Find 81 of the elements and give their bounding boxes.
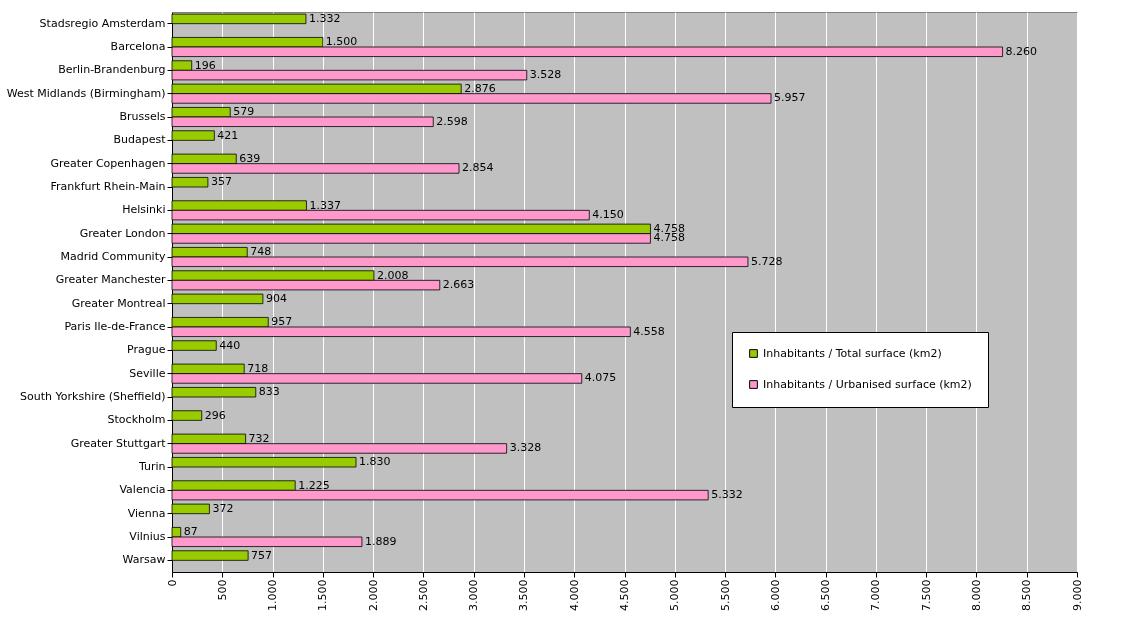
y-tick-label: Greater Manchester xyxy=(55,273,166,287)
y-tick-label: Helsinki xyxy=(122,203,166,217)
x-tick-label: 5.000 xyxy=(668,579,682,611)
legend-label: Inhabitants / Urbanised surface (km2) xyxy=(763,377,972,391)
data-label: 833 xyxy=(258,385,280,399)
data-label: 8.260 xyxy=(1005,44,1038,58)
data-label: 732 xyxy=(248,431,270,445)
x-tick-label: 0 xyxy=(165,579,179,587)
y-tick-label: Brussels xyxy=(119,110,166,123)
data-label: 1.830 xyxy=(359,455,391,469)
x-tick-label: 8.500 xyxy=(1020,579,1034,611)
data-label: 4.075 xyxy=(584,371,617,385)
x-tick-label: 2.000 xyxy=(366,579,380,611)
data-label: 357 xyxy=(210,175,232,189)
x-tick-label: 8.000 xyxy=(969,579,983,611)
data-label: 1.337 xyxy=(309,198,341,212)
data-label: 372 xyxy=(212,501,234,515)
x-tick-label: 6.000 xyxy=(768,579,782,611)
data-label: 957 xyxy=(271,315,293,329)
data-label: 87 xyxy=(183,525,198,539)
data-label: 3.328 xyxy=(509,441,542,455)
data-label: 440 xyxy=(219,338,241,352)
y-tick-label: Vienna xyxy=(127,506,166,520)
x-tick-label: 9.000 xyxy=(1070,579,1084,611)
y-tick-label: Greater Stuttgart xyxy=(70,436,167,450)
data-label: 2.663 xyxy=(442,278,475,292)
y-tick-label: Madrid Community xyxy=(60,250,166,263)
data-label: 718 xyxy=(247,361,269,375)
data-label: 5.728 xyxy=(750,254,783,268)
y-tick-label: Barcelona xyxy=(110,40,166,53)
y-tick-label: Berlin-Brandenburg xyxy=(58,63,166,77)
y-tick-label: Greater London xyxy=(79,226,166,240)
data-label: 1.332 xyxy=(308,11,341,25)
legend-label: Inhabitants / Total surface (km2) xyxy=(763,346,942,360)
x-tick-label: 1.000 xyxy=(266,579,280,611)
x-tick-label: 6.500 xyxy=(819,579,833,611)
y-tick-label: Seville xyxy=(129,366,166,380)
y-tick-label: Warsaw xyxy=(122,553,166,567)
data-label: 639 xyxy=(239,151,261,165)
y-tick-label: Turin xyxy=(137,460,166,473)
data-label: 1.889 xyxy=(364,534,397,548)
data-label: 196 xyxy=(194,58,216,72)
x-tick-label: 7.500 xyxy=(919,579,933,611)
x-tick-label: 5.500 xyxy=(718,579,732,611)
x-tick-label: 3.500 xyxy=(517,579,531,611)
y-tick-label: South Yorkshire (Sheffield) xyxy=(20,390,166,403)
x-tick-label: 500 xyxy=(215,579,229,601)
data-label: 3.528 xyxy=(529,68,562,82)
y-tick-label: Stadsregio Amsterdam xyxy=(39,16,166,30)
x-tick-label: 7.000 xyxy=(869,579,883,611)
y-tick-label: Valencia xyxy=(119,483,166,497)
data-label: 5.332 xyxy=(711,488,743,502)
data-label: 748 xyxy=(250,245,272,259)
y-tick-label: Greater Copenhagen xyxy=(50,156,166,170)
data-label: 4.150 xyxy=(592,208,624,222)
data-label: 2.854 xyxy=(461,161,494,175)
data-label: 579 xyxy=(233,105,255,119)
data-label: 2.008 xyxy=(376,268,409,282)
y-tick-label: West Midlands (Birmingham) xyxy=(6,86,166,100)
y-tick-label: Budapest xyxy=(113,133,167,147)
y-tick-label: Prague xyxy=(127,343,166,357)
x-tick-label: 2.500 xyxy=(416,579,430,611)
x-tick-label: 1.500 xyxy=(316,579,330,611)
y-tick-label: Stockholm xyxy=(107,413,166,427)
x-tick-label: 4.500 xyxy=(618,579,631,611)
y-tick-label: Paris Ile-de-France xyxy=(64,320,166,333)
y-tick-label: Vilnius xyxy=(129,530,166,543)
x-tick-label: 3.000 xyxy=(467,579,481,611)
data-label: 757 xyxy=(251,548,273,562)
x-tick-label: 4.000 xyxy=(567,579,581,611)
data-label: 904 xyxy=(265,291,287,305)
y-tick-label: Greater Montreal xyxy=(71,296,166,310)
data-label: 5.957 xyxy=(774,91,806,105)
y-tick-label: Frankfurt Rhein-Main xyxy=(50,180,166,193)
data-label: 421 xyxy=(217,128,239,142)
data-label: 1.225 xyxy=(298,478,330,492)
data-label: 1.500 xyxy=(325,35,358,49)
data-label: 296 xyxy=(204,408,226,422)
data-label: 2.598 xyxy=(436,114,468,128)
data-label: 4.558 xyxy=(633,324,665,338)
data-label: 2.876 xyxy=(464,81,496,95)
